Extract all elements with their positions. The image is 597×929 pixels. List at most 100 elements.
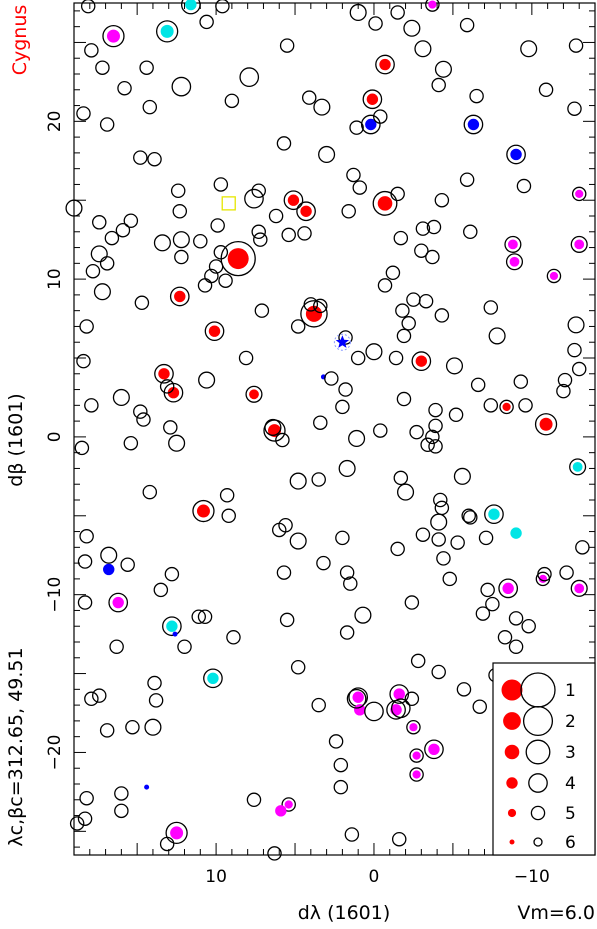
star-marker <box>172 231 190 249</box>
star-ring <box>338 330 353 345</box>
star-marker <box>108 592 129 613</box>
star-ring <box>177 639 192 654</box>
star-ring <box>425 249 440 265</box>
star-ring <box>506 144 526 165</box>
star-ring <box>556 383 571 399</box>
star-marker <box>313 298 328 314</box>
star-ring <box>281 797 296 812</box>
star-marker <box>393 230 409 246</box>
star-ring <box>559 565 574 580</box>
star-marker <box>335 399 350 415</box>
star-fill <box>575 189 584 199</box>
star-fill <box>488 508 500 520</box>
star-ring <box>144 718 162 736</box>
star-ring <box>335 530 350 546</box>
star-marker <box>77 595 93 610</box>
star-fill <box>106 29 120 43</box>
legend-fill-swatch <box>509 839 515 845</box>
star-marker <box>218 273 233 288</box>
star-ring <box>142 99 158 115</box>
star-marker <box>192 499 215 523</box>
star-ring <box>364 701 384 722</box>
star-marker <box>506 144 526 165</box>
star-ring <box>246 792 262 808</box>
star-marker <box>362 89 383 110</box>
star-marker <box>396 328 412 344</box>
star-ring <box>251 183 266 199</box>
star-fill <box>415 355 428 367</box>
star-fill <box>158 368 170 380</box>
star-ring <box>410 653 426 669</box>
star-ring <box>85 263 101 279</box>
legend: 1 2 3 4 5 6 <box>492 662 596 856</box>
star-fill <box>393 688 405 700</box>
star-ring <box>350 350 366 366</box>
star-ring <box>221 508 236 524</box>
star-ring <box>79 529 94 544</box>
star-marker <box>534 413 558 436</box>
star-ring <box>170 183 186 199</box>
star-marker <box>333 757 349 773</box>
star-ring <box>311 472 326 487</box>
star-marker <box>159 379 175 394</box>
star-marker <box>415 527 431 542</box>
star-fill <box>249 389 259 400</box>
star-ring <box>483 300 499 315</box>
star-marker <box>84 398 99 413</box>
center-coordinates-label: λc,βc=312.65, 49.51 <box>5 647 27 846</box>
star-ring <box>203 668 223 689</box>
star-marker <box>224 93 240 109</box>
star-marker <box>193 233 208 249</box>
star-ring <box>505 253 524 271</box>
star-marker <box>557 372 573 388</box>
star-marker <box>335 530 350 546</box>
star-ring <box>162 616 182 637</box>
star-marker <box>510 527 522 539</box>
star-marker <box>99 256 115 271</box>
star-fill <box>412 751 421 760</box>
star-marker <box>276 565 292 580</box>
star-marker <box>289 532 307 550</box>
star-marker <box>349 120 364 135</box>
star-marker <box>377 278 393 293</box>
star-ring <box>136 412 151 427</box>
star-marker <box>488 327 506 345</box>
star-ring <box>318 145 336 164</box>
star-ring <box>401 316 416 331</box>
star-ring <box>109 639 124 654</box>
star-ring <box>148 693 164 708</box>
star-marker <box>472 699 487 714</box>
star-marker <box>426 219 442 235</box>
star-marker <box>165 821 188 845</box>
star-ring <box>349 120 364 135</box>
star-ring <box>480 582 495 598</box>
constellation-title: Cygnus <box>9 5 31 76</box>
star-marker <box>251 224 266 240</box>
star-ring <box>389 684 410 704</box>
star-ring <box>557 372 573 388</box>
star-marker <box>411 351 432 372</box>
star-ring <box>575 540 590 555</box>
star-marker <box>463 114 484 135</box>
star-marker <box>134 295 150 311</box>
star-fill <box>112 596 124 609</box>
star-ring <box>415 527 431 542</box>
star-marker <box>401 316 416 331</box>
star-ring <box>404 595 420 610</box>
star-marker <box>84 43 99 58</box>
star-marker <box>199 14 214 30</box>
star-fill <box>509 256 520 267</box>
star-ring <box>414 40 432 58</box>
star-ring <box>193 233 208 249</box>
star-marker <box>571 186 587 202</box>
star-marker <box>281 227 296 243</box>
star-marker <box>100 546 118 564</box>
star-fill <box>103 563 115 576</box>
star-marker <box>406 292 421 307</box>
star-marker <box>469 88 484 104</box>
star-marker <box>463 510 478 525</box>
legend-magnitude-label: 6 <box>565 833 576 853</box>
star-ring <box>470 377 486 393</box>
star-ring <box>425 429 440 445</box>
star-marker <box>215 0 230 14</box>
